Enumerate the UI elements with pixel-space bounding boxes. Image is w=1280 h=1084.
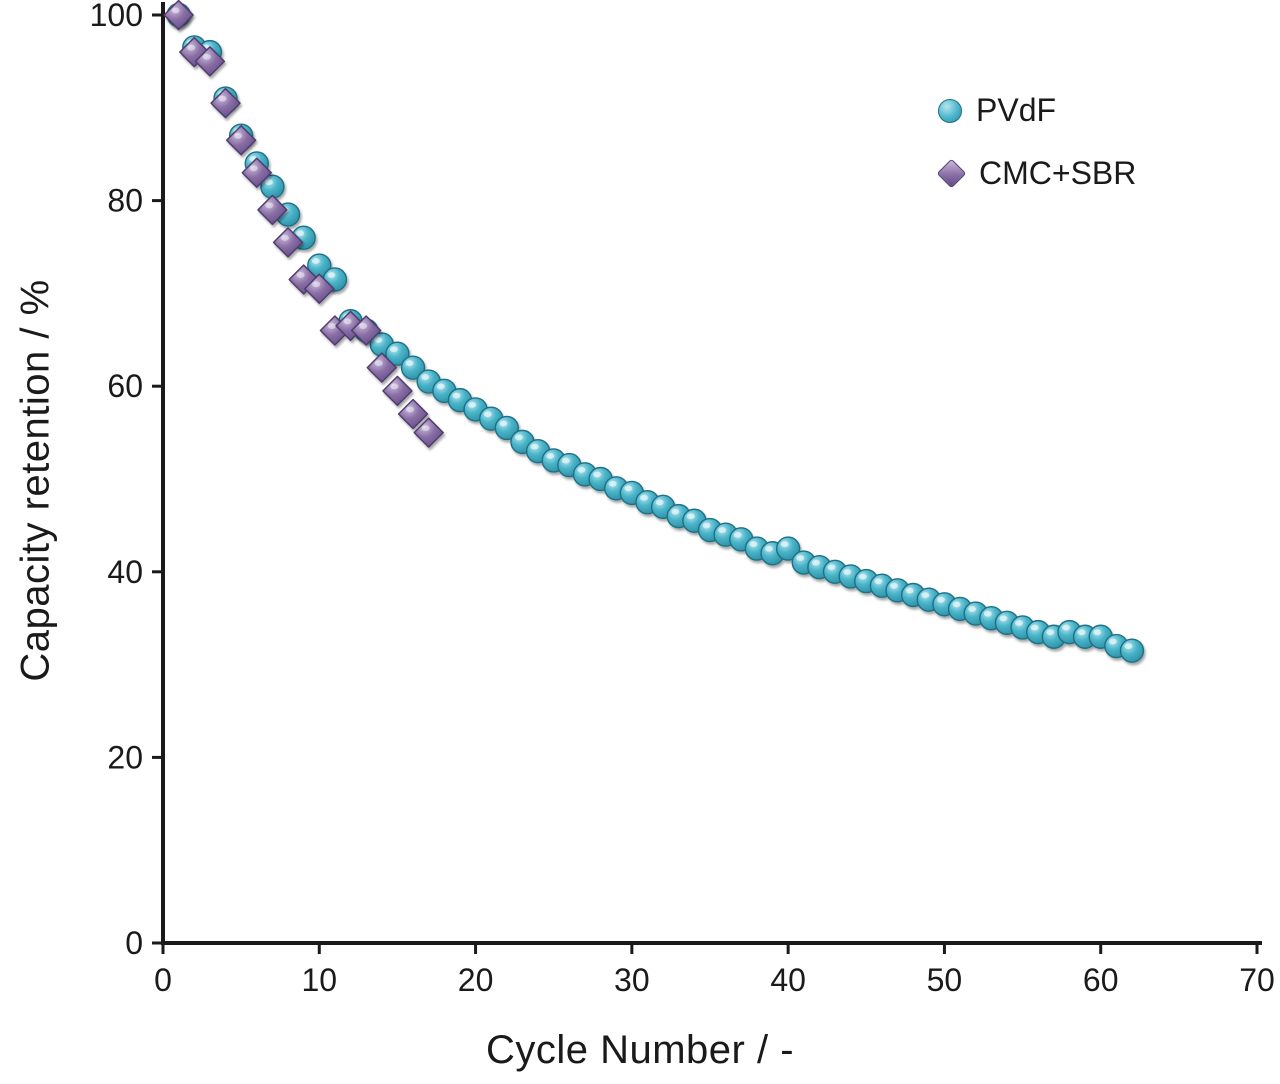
data-point — [210, 87, 241, 119]
x-tick-label: 60 — [1083, 962, 1119, 998]
legend: PVdF CMC+SBR — [936, 92, 1137, 192]
data-point — [225, 125, 257, 156]
x-tick-label: 20 — [458, 962, 494, 998]
y-tick-label: 40 — [107, 554, 143, 590]
data-point — [413, 417, 444, 448]
data-point — [304, 273, 335, 304]
data-point — [397, 398, 429, 430]
y-tick-label: 20 — [107, 739, 143, 775]
data-point — [366, 352, 397, 383]
data-point — [272, 227, 304, 258]
pvdf-circle-marker-icon — [938, 98, 962, 123]
series-pvdf — [166, 2, 1145, 663]
cmc-sbr-diamond-marker-icon — [936, 158, 967, 189]
data-series — [163, 0, 1145, 663]
data-point — [163, 0, 194, 31]
axes: 0 10 20 30 40 50 60 70 0 20 40 60 80 100 — [90, 0, 1275, 998]
legend-item-pvdf: PVdF — [938, 92, 1136, 129]
y-tick-label: 60 — [107, 368, 143, 404]
data-point — [194, 46, 226, 77]
x-tick-label: 70 — [1239, 962, 1275, 998]
x-tick-label: 10 — [301, 962, 337, 998]
legend-label-cmc-sbr: CMC+SBR — [979, 155, 1137, 191]
x-tick-label: 30 — [614, 962, 650, 998]
data-point — [1119, 638, 1145, 663]
y-axis-label: Capacity retention / % — [13, 279, 58, 682]
x-tick-label: 0 — [154, 962, 172, 998]
legend-item-cmc-sbr: CMC+SBR — [936, 155, 1137, 192]
y-tick-label: 80 — [107, 183, 143, 219]
x-tick-label: 40 — [770, 962, 806, 998]
x-tick-label: 50 — [927, 962, 963, 998]
data-point — [257, 194, 288, 226]
y-tick-label: 100 — [90, 0, 143, 33]
data-point — [350, 315, 382, 346]
x-axis-label: Cycle Number / - — [485, 1028, 795, 1072]
legend-label-pvdf: PVdF — [976, 92, 1057, 128]
y-tick-label: 0 — [125, 925, 143, 961]
series-cmc-sbr — [163, 0, 444, 448]
data-point — [241, 157, 272, 188]
data-point — [382, 375, 413, 407]
